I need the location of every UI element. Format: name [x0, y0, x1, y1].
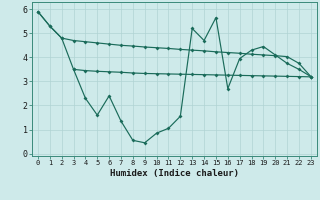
- X-axis label: Humidex (Indice chaleur): Humidex (Indice chaleur): [110, 169, 239, 178]
